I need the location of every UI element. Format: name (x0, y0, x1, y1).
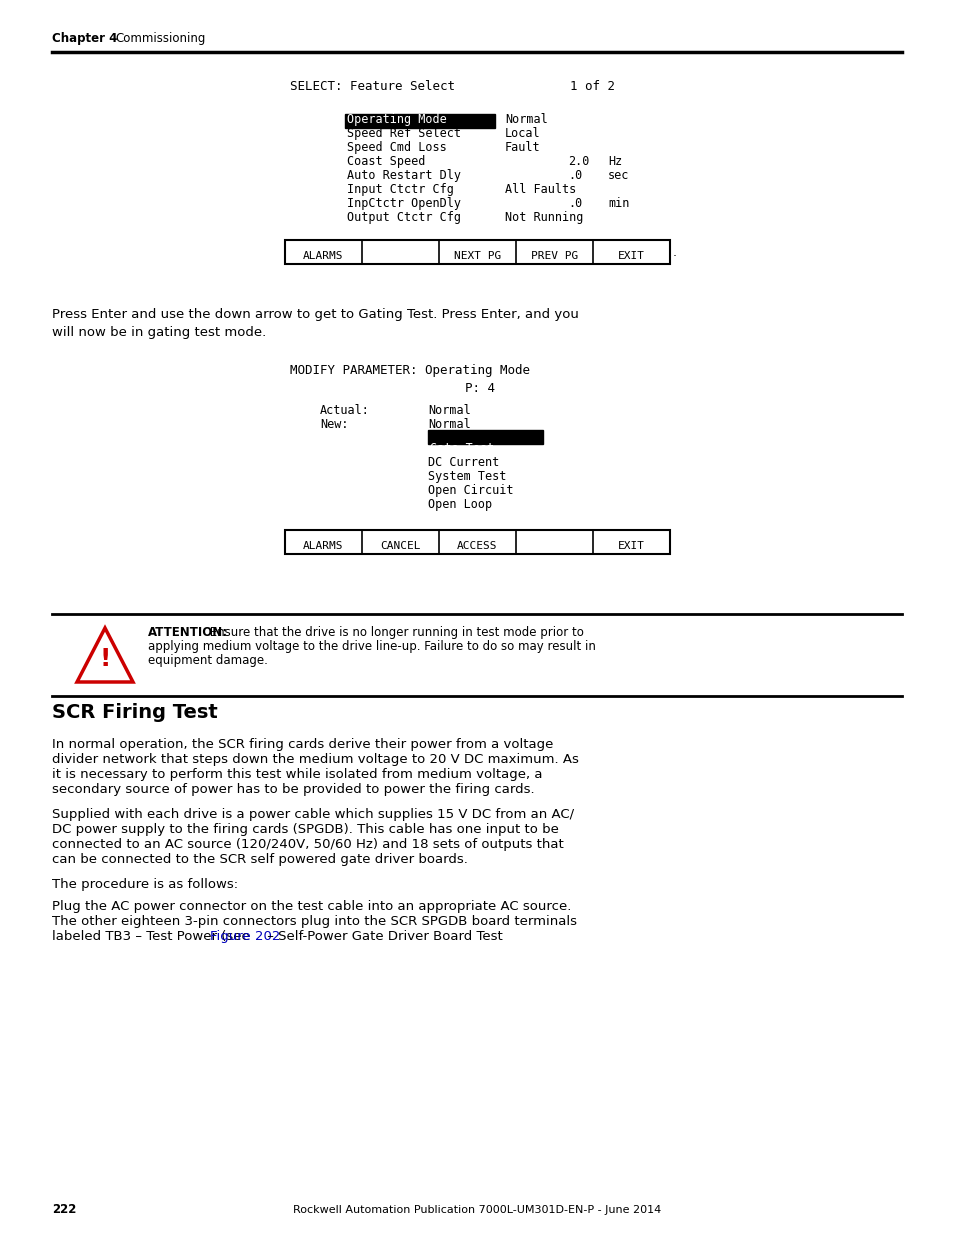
Bar (428, 430, 542, 445)
Text: In normal operation, the SCR firing cards derive their power from a voltage: In normal operation, the SCR firing card… (52, 739, 553, 751)
Text: EXIT: EXIT (618, 541, 644, 551)
Text: SELECT: Feature Select: SELECT: Feature Select (290, 80, 455, 93)
Text: Commissioning: Commissioning (115, 32, 205, 44)
Text: DC power supply to the firing cards (SPGDB). This cable has one input to be: DC power supply to the firing cards (SPG… (52, 823, 558, 836)
Text: PREV PG: PREV PG (530, 251, 578, 261)
Text: All Faults: All Faults (504, 183, 576, 196)
Text: P: 4: P: 4 (464, 382, 495, 395)
Text: ALARMS: ALARMS (303, 251, 343, 261)
Text: Plug the AC power connector on the test cable into an appropriate AC source.: Plug the AC power connector on the test … (52, 900, 571, 913)
Text: Normal: Normal (428, 417, 470, 431)
Text: .0: .0 (567, 198, 581, 210)
Bar (285, 240, 669, 264)
Text: can be connected to the SCR self powered gate driver boards.: can be connected to the SCR self powered… (52, 853, 467, 866)
Text: Operating Mode: Operating Mode (347, 112, 446, 126)
Text: Speed Ref Select: Speed Ref Select (347, 127, 460, 140)
Text: ATTENTION:: ATTENTION: (148, 626, 228, 638)
Text: Normal: Normal (504, 112, 547, 126)
Text: .: . (672, 246, 677, 259)
Text: The procedure is as follows:: The procedure is as follows: (52, 878, 238, 890)
Text: labeled TB3 – Test Power (see: labeled TB3 – Test Power (see (52, 930, 253, 944)
Text: equipment damage.: equipment damage. (148, 655, 268, 667)
Text: .0: .0 (567, 169, 581, 182)
Text: Open Circuit: Open Circuit (428, 484, 513, 496)
Text: The other eighteen 3-pin connectors plug into the SCR SPGDB board terminals: The other eighteen 3-pin connectors plug… (52, 915, 577, 927)
Text: MODIFY PARAMETER: Operating Mode: MODIFY PARAMETER: Operating Mode (290, 364, 530, 377)
Text: InpCtctr OpenDly: InpCtctr OpenDly (347, 198, 460, 210)
Text: Auto Restart Dly: Auto Restart Dly (347, 169, 460, 182)
Bar (345, 114, 495, 128)
Text: Hz: Hz (607, 156, 621, 168)
Text: EXIT: EXIT (618, 251, 644, 261)
Text: Output Ctctr Cfg: Output Ctctr Cfg (347, 211, 460, 224)
Text: – Self-Power Gate Driver Board Test: – Self-Power Gate Driver Board Test (263, 930, 502, 944)
Text: Input Ctctr Cfg: Input Ctctr Cfg (347, 183, 454, 196)
Text: Actual:: Actual: (319, 404, 370, 417)
Text: Ensure that the drive is no longer running in test mode prior to: Ensure that the drive is no longer runni… (206, 626, 583, 638)
Bar (285, 530, 669, 555)
Text: connected to an AC source (120/240V, 50/60 Hz) and 18 sets of outputs that: connected to an AC source (120/240V, 50/… (52, 839, 563, 851)
Text: divider network that steps down the medium voltage to 20 V DC maximum. As: divider network that steps down the medi… (52, 753, 578, 766)
Text: Rockwell Automation Publication 7000L-UM301D-EN-P - June 2014: Rockwell Automation Publication 7000L-UM… (293, 1205, 660, 1215)
Text: it is necessary to perform this test while isolated from medium voltage, a: it is necessary to perform this test whi… (52, 768, 542, 781)
Text: Local: Local (504, 127, 540, 140)
Text: Normal: Normal (428, 404, 470, 417)
Text: 1 of 2: 1 of 2 (569, 80, 615, 93)
Text: Gate Test: Gate Test (430, 442, 494, 454)
Text: Speed Cmd Loss: Speed Cmd Loss (347, 141, 446, 154)
Text: SCR Firing Test: SCR Firing Test (52, 703, 217, 722)
Text: Coast Speed: Coast Speed (347, 156, 425, 168)
Text: applying medium voltage to the drive line-up. Failure to do so may result in: applying medium voltage to the drive lin… (148, 640, 596, 653)
Polygon shape (77, 629, 132, 682)
Text: will now be in gating test mode.: will now be in gating test mode. (52, 326, 266, 338)
Text: New:: New: (319, 417, 348, 431)
Text: Open Loop: Open Loop (428, 498, 492, 511)
Text: DC Current: DC Current (428, 456, 498, 469)
Text: ALARMS: ALARMS (303, 541, 343, 551)
Text: Supplied with each drive is a power cable which supplies 15 V DC from an AC/: Supplied with each drive is a power cabl… (52, 808, 574, 821)
Text: !: ! (99, 647, 111, 671)
Text: CANCEL: CANCEL (380, 541, 420, 551)
Text: Chapter 4: Chapter 4 (52, 32, 117, 44)
Text: System Test: System Test (428, 471, 506, 483)
Text: Fault: Fault (504, 141, 540, 154)
Text: Not Running: Not Running (504, 211, 583, 224)
Text: 2.0: 2.0 (567, 156, 589, 168)
Text: ACCESS: ACCESS (456, 541, 497, 551)
Text: 222: 222 (52, 1203, 76, 1216)
Text: Figure 202: Figure 202 (211, 930, 280, 944)
Text: NEXT PG: NEXT PG (454, 251, 500, 261)
Text: Press Enter and use the down arrow to get to Gating Test. Press Enter, and you: Press Enter and use the down arrow to ge… (52, 308, 578, 321)
Text: secondary source of power has to be provided to power the firing cards.: secondary source of power has to be prov… (52, 783, 534, 797)
Text: min: min (607, 198, 629, 210)
Text: sec: sec (607, 169, 629, 182)
